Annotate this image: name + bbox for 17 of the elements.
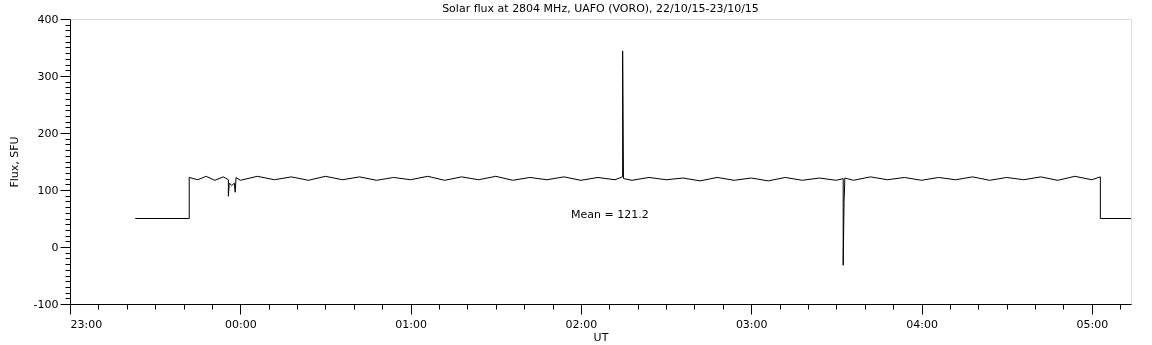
- y-tick-label: 100: [37, 183, 59, 197]
- x-tick-label: 04:00: [906, 317, 938, 331]
- y-tick-label: 400: [37, 12, 59, 26]
- x-tick-label: 03:00: [735, 317, 768, 331]
- x-axis-title: UT: [593, 330, 609, 344]
- y-tick-label: 300: [37, 69, 59, 83]
- chart-title: Solar flux at 2804 MHz, UAFO (VORO), 22/10/15-23/10/15: [442, 2, 759, 15]
- x-tick-label: 02:00: [565, 317, 598, 331]
- x-tick-label: 00:00: [224, 317, 257, 331]
- x-tick-label: 05:00: [1076, 317, 1109, 331]
- y-tick-label: 0: [51, 240, 59, 254]
- y-axis-title: Flux, SFU: [7, 136, 21, 188]
- x-tick-label: 23:00: [70, 317, 103, 331]
- y-tick-label: 200: [37, 126, 59, 140]
- y-tick-label: -100: [33, 297, 59, 311]
- x-tick-label: 01:00: [395, 317, 427, 331]
- annotation: Mean = 121.2: [571, 208, 649, 221]
